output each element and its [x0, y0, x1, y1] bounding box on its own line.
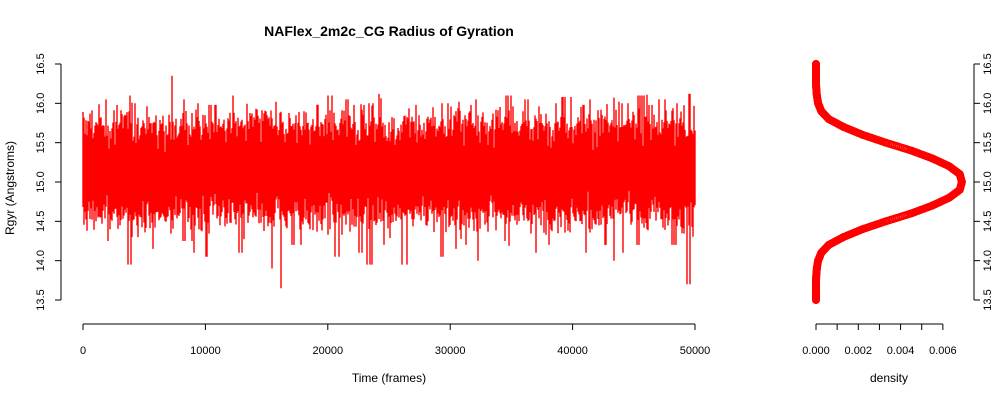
- density-y-tick-label: 13.5: [982, 289, 994, 310]
- x-tick-label: 10000: [190, 345, 221, 357]
- density-y-tick-label: 15.5: [982, 132, 994, 153]
- y-tick-label: 14.5: [35, 211, 47, 232]
- density-y-ticks: 13.5 14.0 14.5 15.0 15.5 16.0 16.5: [974, 53, 994, 311]
- y-tick-label: 16.5: [35, 53, 47, 74]
- x-ticks: 0 10000 20000 30000 40000 50000: [80, 324, 710, 357]
- chart-title: NAFlex_2m2c_CG Radius of Gyration: [264, 23, 514, 39]
- density-x-tick-label: 0.004: [887, 345, 915, 357]
- y-ticks: 13.5 14.0 14.5 15.0 15.5 16.0 16.5: [35, 53, 61, 311]
- rgyr-trace: [82, 75, 696, 289]
- density-x-tick-label: 0.000: [802, 345, 830, 357]
- density-y-tick-label: 15.0: [982, 171, 994, 192]
- density-y-tick-label: 16.5: [982, 53, 994, 74]
- x-tick-label: 0: [80, 345, 86, 357]
- x-tick-label: 20000: [313, 345, 344, 357]
- density-plot: 0.000 0.002 0.004 0.006 13.5 14.0 14.5 15.0 15.…: [802, 53, 994, 385]
- density-curve: [812, 60, 966, 304]
- density-x-axis-label: density: [870, 371, 908, 385]
- density-curve-marker: [812, 60, 820, 68]
- y-tick-label: 13.5: [35, 289, 47, 310]
- density-x-ticks: 0.000 0.002 0.004 0.006: [802, 324, 957, 357]
- y-tick-label: 16.0: [35, 93, 47, 114]
- density-y-tick-label: 14.5: [982, 211, 994, 232]
- rgyr-series-line: [82, 75, 696, 289]
- y-tick-label: 15.5: [35, 132, 47, 153]
- density-y-tick-label: 16.0: [982, 93, 994, 114]
- density-y-tick-label: 14.0: [982, 250, 994, 271]
- x-tick-label: 50000: [680, 345, 711, 357]
- density-x-tick-label: 0.002: [845, 345, 873, 357]
- x-tick-label: 30000: [435, 345, 466, 357]
- density-x-tick-label: 0.006: [929, 345, 957, 357]
- y-axis-label: Rgyr (Angstroms): [3, 141, 17, 235]
- y-tick-label: 14.0: [35, 250, 47, 271]
- x-tick-label: 40000: [557, 345, 588, 357]
- x-axis-label: Time (frames): [352, 371, 426, 385]
- y-tick-label: 15.0: [35, 171, 47, 192]
- main-plot: 0 10000 20000 30000 40000 50000 13.514.014.51…: [3, 53, 710, 385]
